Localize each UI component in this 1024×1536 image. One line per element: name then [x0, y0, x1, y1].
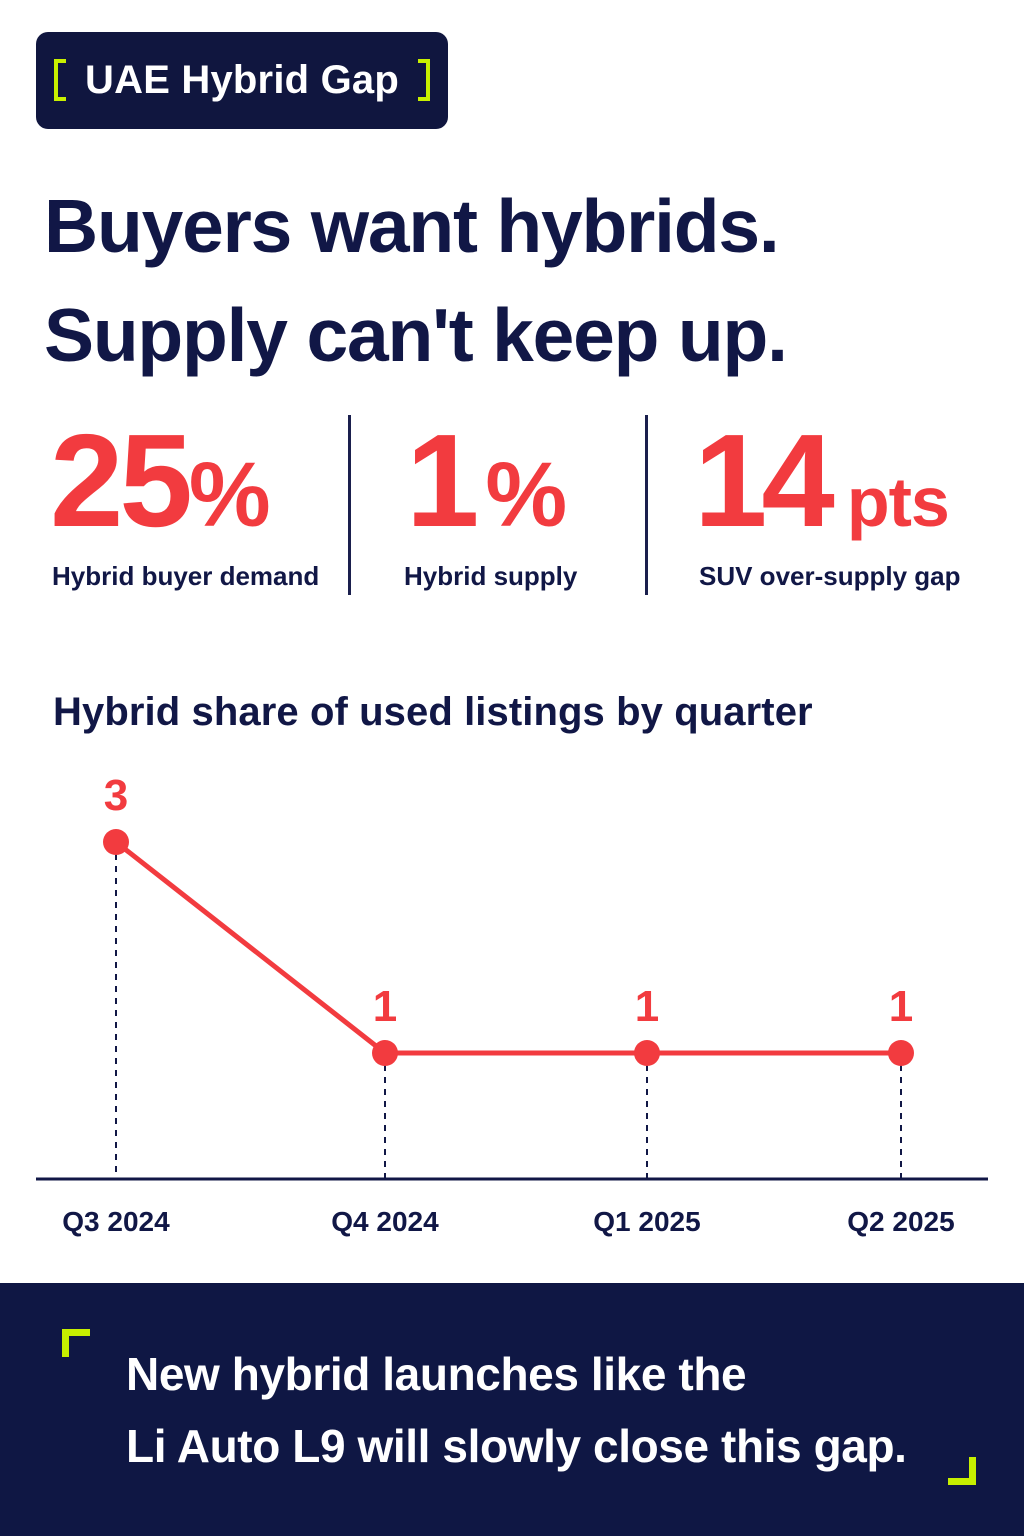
bracket-left-icon: [54, 59, 66, 101]
corner-top-left-icon: [62, 1329, 90, 1357]
chart-value-labels: 3 1 1 1: [104, 771, 913, 1031]
bracket-right-icon: [418, 59, 430, 101]
data-point: [888, 1040, 914, 1066]
chart-title: Hybrid share of used listings by quarter: [53, 690, 813, 734]
stat-gap-value: 14 pts: [694, 415, 950, 547]
x-tick-label: Q1 2025: [593, 1206, 700, 1237]
stats-row: 25% Hybrid buyer demand 1% Hybrid supply…: [0, 405, 1024, 600]
stat-divider: [348, 415, 351, 595]
value-label: 1: [635, 982, 659, 1031]
stat-supply-number: 1: [406, 407, 479, 554]
headline-line-1: Buyers want hybrids.: [44, 184, 780, 268]
stat-gap-number: 14: [694, 407, 835, 554]
chart-tick-labels: Q3 2024 Q4 2024 Q1 2025 Q2 2025: [62, 1206, 954, 1237]
badge: UAE Hybrid Gap: [36, 32, 448, 129]
stat-supply-label: Hybrid supply: [404, 561, 578, 591]
line-chart: 3 1 1 1 Q3 2024 Q4 2024 Q1 2025 Q2 2025: [36, 771, 988, 1237]
x-tick-label: Q3 2024: [62, 1206, 170, 1237]
value-label: 3: [104, 771, 128, 820]
headline-line-2: Supply can't keep up.: [44, 293, 788, 377]
stat-gap-label: SUV over-supply gap: [699, 561, 961, 591]
stat-demand-number: 25: [50, 407, 193, 554]
data-point: [634, 1040, 660, 1066]
stat-supply-value: 1%: [406, 415, 567, 547]
footer-banner: New hybrid launches like the Li Auto L9 …: [0, 1283, 1024, 1536]
value-label: 1: [373, 982, 397, 1031]
corner-bottom-right-icon: [948, 1457, 976, 1485]
chart-guides: [115, 842, 902, 1179]
footer-text: New hybrid launches like the Li Auto L9 …: [126, 1338, 986, 1482]
x-tick-label: Q2 2025: [847, 1206, 954, 1237]
stat-demand-unit: %: [188, 444, 271, 546]
data-point: [372, 1040, 398, 1066]
headline: Buyers want hybrids. Supply can't keep u…: [44, 172, 994, 390]
series-line: [113, 839, 904, 1056]
data-point: [103, 829, 129, 855]
footer-line-2: Li Auto L9 will slowly close this gap.: [126, 1420, 907, 1472]
stat-supply-unit: %: [485, 444, 567, 546]
footer-line-1: New hybrid launches like the: [126, 1348, 747, 1400]
stat-divider: [645, 415, 648, 595]
stat-demand-label: Hybrid buyer demand: [52, 561, 320, 591]
stat-demand-value: 25%: [50, 415, 271, 547]
badge-label: UAE Hybrid Gap: [85, 58, 399, 102]
value-label: 1: [889, 982, 913, 1031]
x-tick-label: Q4 2024: [331, 1206, 439, 1237]
chart-points: [103, 829, 914, 1066]
stat-gap-unit: pts: [846, 463, 950, 541]
